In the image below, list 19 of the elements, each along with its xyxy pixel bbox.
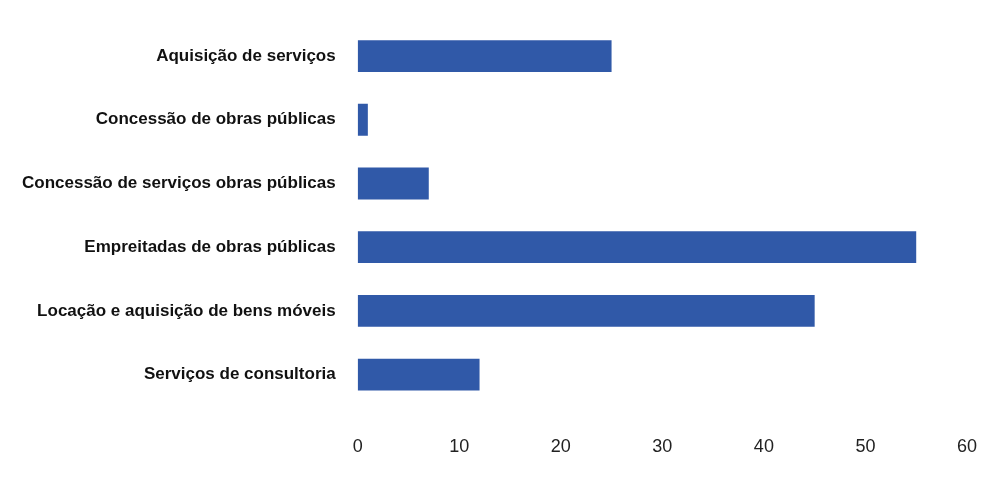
x-tick-label: 0: [352, 436, 363, 457]
bar: [357, 40, 612, 72]
y-tick-label: Serviços de consultoria: [143, 364, 337, 384]
y-tick-label: Locação e aquisição de bens móveis: [37, 300, 336, 320]
x-tick-label: 40: [753, 436, 774, 457]
bar: [357, 294, 815, 327]
bar: [357, 358, 480, 391]
y-tick-label: Concessão de obras públicas: [95, 109, 336, 129]
y-tick-label: Empreitadas de obras públicas: [84, 236, 336, 256]
x-tick-label: 10: [449, 436, 470, 457]
y-tick-label: Concessão de serviços obras públicas: [22, 173, 336, 193]
x-tick-label: 30: [652, 436, 673, 457]
x-tick-label: 20: [550, 436, 571, 457]
bar: [357, 231, 917, 264]
x-tick-label: 50: [855, 436, 876, 457]
bar: [357, 167, 429, 200]
bar: [357, 103, 368, 136]
y-tick-label: Aquisição de serviços: [156, 45, 336, 65]
x-tick-label: 60: [956, 436, 977, 457]
